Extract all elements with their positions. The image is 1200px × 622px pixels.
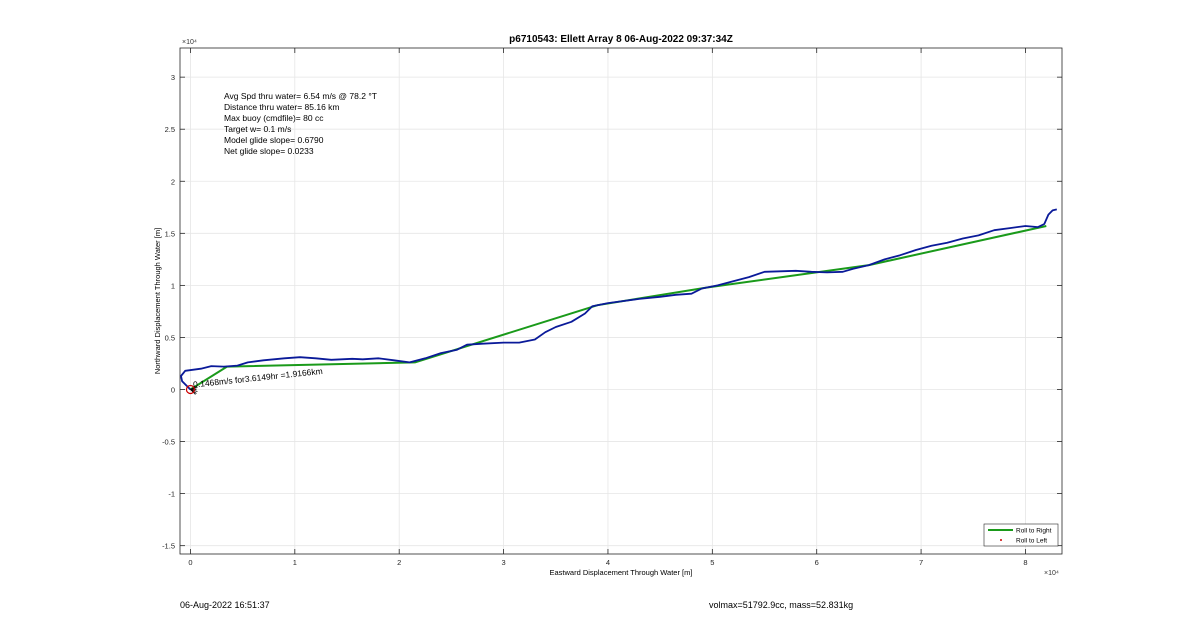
x-tick-label: 6 — [815, 558, 819, 567]
annotation-line: Model glide slope= 0.6790 — [224, 135, 324, 145]
y-tick-label: -1.5 — [162, 542, 175, 551]
current-label: 0.1468m/s for3.6149hr =1.9166km — [193, 366, 324, 390]
legend-swatch-roll-left — [1000, 539, 1002, 541]
legend-label: Roll to Right — [1016, 528, 1052, 535]
y-tick-label: 1.5 — [165, 229, 175, 238]
x-tick-label: 2 — [397, 558, 401, 567]
footer-timestamp: 06-Aug-2022 16:51:37 — [180, 600, 270, 610]
start-marker — [185, 384, 196, 395]
y-tick-label: 2 — [171, 177, 175, 186]
annotation-line: Target w= 0.1 m/s — [224, 124, 291, 134]
plot-frame — [179, 47, 1063, 555]
grid-lines — [180, 48, 1062, 554]
annotation-line: Avg Spd thru water= 6.54 m/s @ 78.2 °T — [224, 91, 377, 101]
y-axis-multiplier: ×10⁴ — [182, 39, 197, 46]
y-axis-ticks: -1.5 -1 -0.5 0 0.5 1 1.5 2 2.5 3 — [162, 73, 1062, 551]
legend: Roll to Right Roll to Left — [983, 523, 1059, 547]
x-tick-label: 5 — [710, 558, 714, 567]
y-tick-label: 2.5 — [165, 125, 175, 134]
annotation-line: Distance thru water= 85.16 km — [224, 102, 340, 112]
annotation-line: Net glide slope= 0.0233 — [224, 146, 314, 156]
x-axis-multiplier: ×10⁴ — [1044, 570, 1059, 577]
y-tick-label: 0 — [171, 385, 175, 394]
x-tick-label: 0 — [188, 558, 192, 567]
x-tick-label: 1 — [293, 558, 297, 567]
y-axis-label: Northward Displacement Through Water [m] — [153, 228, 162, 374]
x-tick-label: 8 — [1023, 558, 1027, 567]
y-tick-label: -0.5 — [162, 438, 175, 447]
x-axis-label: Eastward Displacement Through Water [m] — [550, 568, 693, 577]
y-tick-label: 0.5 — [165, 333, 175, 342]
x-tick-label: 7 — [919, 558, 923, 567]
y-tick-label: 1 — [171, 281, 175, 290]
x-axis-ticks: 0 1 2 3 4 5 6 7 8 — [188, 48, 1028, 567]
series-roll-to-right — [189, 225, 1047, 391]
y-tick-label: 3 — [171, 73, 175, 82]
track-series — [180, 208, 1058, 391]
series-layer — [180, 208, 1058, 395]
x-tick-label: 3 — [501, 558, 505, 567]
footer-summary: volmax=51792.9cc, mass=52.831kg — [709, 600, 854, 610]
legend-label: Roll to Left — [1016, 538, 1047, 545]
annotation-line: Max buoy (cmdfile)= 80 cc — [224, 113, 324, 123]
annotation-block: Avg Spd thru water= 6.54 m/s @ 78.2 °TDi… — [224, 91, 377, 156]
chart-title: p6710543: Ellett Array 8 06-Aug-2022 09:… — [509, 34, 733, 45]
current-vector — [190, 389, 196, 395]
x-tick-label: 4 — [606, 558, 610, 567]
y-tick-label: -1 — [168, 490, 175, 499]
